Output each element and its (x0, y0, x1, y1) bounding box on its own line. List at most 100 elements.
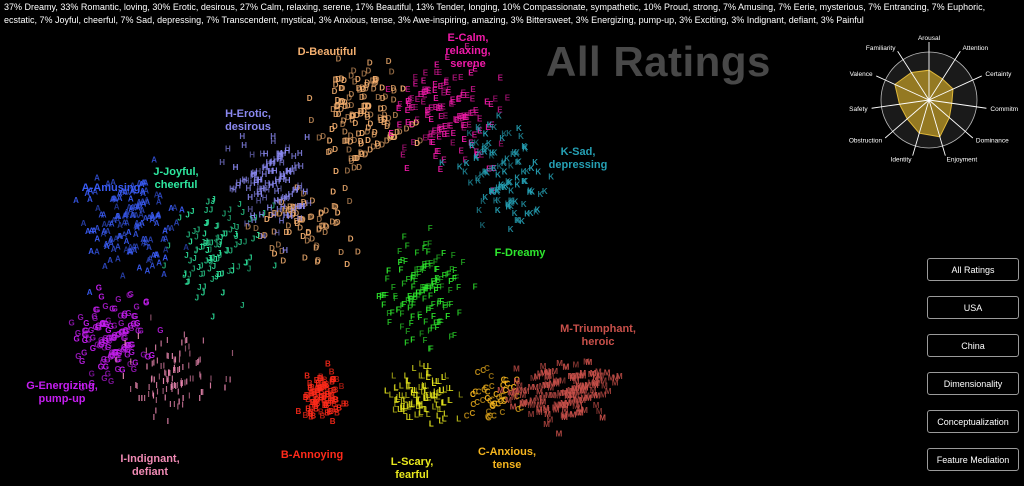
scatter-point-d: D (309, 116, 315, 125)
scatter-point-l: L (421, 400, 426, 409)
usa-button[interactable]: USA (927, 296, 1019, 319)
scatter-point-d: D (342, 128, 348, 137)
scatter-point-l: L (399, 382, 404, 391)
scatter-point-d: D (349, 112, 355, 121)
dimensionality-button[interactable]: Dimensionality (927, 372, 1019, 395)
scatter-point-f: F (436, 300, 441, 309)
scatter-point-a: A (160, 235, 166, 244)
scatter-point-j: J (191, 265, 195, 274)
scatter-point-d: D (309, 234, 315, 243)
scatter-point-b: B (330, 375, 336, 384)
scatter-point-k: K (498, 180, 504, 189)
scatter-point-k: K (495, 186, 501, 195)
scatter-point-i: I (165, 369, 167, 378)
scatter-point-h: H (246, 184, 252, 193)
scatter-point-b: B (329, 368, 335, 377)
scatter-point-f: F (423, 318, 428, 327)
scatter-point-b: B (315, 386, 321, 395)
scatter-point-e: E (444, 78, 450, 87)
scatter-point-d: D (305, 229, 311, 238)
scatter-point-k: K (508, 199, 514, 208)
china-button[interactable]: China (927, 334, 1019, 357)
scatter-point-d: D (404, 125, 410, 134)
scatter-point-m: M (532, 383, 539, 392)
scatter-point-l: L (411, 386, 416, 395)
scatter-point-m: M (534, 372, 541, 381)
scatter-point-m: M (561, 413, 568, 422)
scatter-point-j: J (188, 256, 192, 265)
scatter-point-b: B (304, 391, 310, 400)
scatter-point-d: D (333, 167, 339, 176)
scatter-point-j: J (205, 246, 209, 255)
scatter-point-l: L (416, 402, 421, 411)
scatter-point-g: G (99, 338, 105, 347)
scatter-point-i: I (225, 375, 227, 384)
scatter-point-g: G (93, 323, 99, 332)
scatter-point-i: I (188, 392, 190, 401)
scatter-point-d: D (391, 84, 397, 93)
scatter-point-g: G (78, 313, 84, 322)
scatter-point-k: K (489, 187, 495, 196)
scatter-point-g: G (132, 358, 138, 367)
scatter-point-m: M (505, 396, 512, 405)
scatter-point-i: I (167, 352, 169, 361)
scatter-point-d: D (277, 210, 283, 219)
scatter-point-a: A (125, 188, 131, 197)
scatter-point-l: L (403, 403, 408, 412)
scatter-point-l: L (446, 384, 451, 393)
scatter-point-l: L (442, 399, 447, 408)
scatter-point-m: M (520, 391, 527, 400)
scatter-point-b: B (343, 400, 349, 409)
scatter-point-m: M (558, 400, 565, 409)
scatter-point-a: A (128, 243, 134, 252)
scatter-point-e: E (397, 100, 403, 109)
scatter-point-c: C (485, 394, 491, 403)
scatter-point-a: A (124, 208, 130, 217)
scatter-point-a: A (137, 221, 143, 230)
scatter-point-k: K (480, 221, 486, 230)
scatter-point-e: E (445, 88, 451, 97)
scatter-point-l: L (394, 383, 399, 392)
scatter-point-g: G (112, 305, 118, 314)
scatter-point-b: B (312, 391, 318, 400)
scatter-point-f: F (439, 297, 444, 306)
scatter-point-m: M (616, 372, 623, 381)
scatter-point-m: M (594, 392, 601, 401)
scatter-point-a: A (161, 270, 167, 279)
scatter-point-b: B (328, 387, 334, 396)
scatter-point-d: D (333, 75, 339, 84)
scatter-point-f: F (425, 283, 430, 292)
conceptualization-button[interactable]: Conceptualization (927, 410, 1019, 433)
scatter-point-h: H (239, 177, 245, 186)
scatter-point-a: A (104, 242, 110, 251)
scatter-point-g: G (119, 328, 125, 337)
scatter-point-e: E (441, 82, 447, 91)
scatter-point-f: F (393, 294, 398, 303)
scatter-point-g: G (102, 336, 108, 345)
scatter-point-h: H (249, 150, 255, 159)
scatter-point-i: I (177, 366, 179, 375)
cluster-label-b: B-Annoying (280, 449, 344, 461)
scatter-point-a: A (130, 203, 136, 212)
all-ratings-button[interactable]: All Ratings (927, 258, 1019, 281)
scatter-point-l: L (396, 393, 401, 402)
feature-mediation-button[interactable]: Feature Mediation (927, 448, 1019, 471)
scatter-point-g: G (79, 357, 85, 366)
scatter-point-m: M (590, 386, 597, 395)
scatter-point-c: C (484, 364, 490, 373)
scatter-point-h: H (285, 144, 291, 153)
scatter-point-h: H (297, 214, 303, 223)
scatter-point-l: L (401, 391, 406, 400)
scatter-point-e: E (404, 164, 410, 173)
scatter-point-h: H (274, 187, 280, 196)
scatter-point-f: F (379, 291, 384, 300)
scatter-point-d: D (342, 184, 348, 193)
scatter-point-f: F (424, 284, 429, 293)
scatter-point-a: A (149, 216, 155, 225)
scatter-point-l: L (418, 410, 423, 419)
scatter-point-d: D (368, 110, 374, 119)
scatter-point-g: G (118, 319, 124, 328)
scatter-point-d: D (284, 228, 290, 237)
scatter-point-k: K (505, 200, 511, 209)
